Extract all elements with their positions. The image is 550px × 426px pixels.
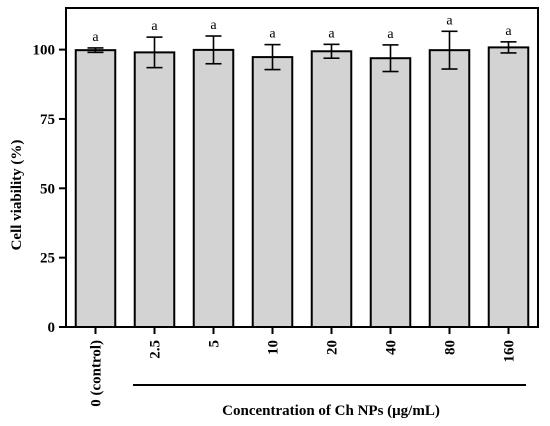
- x-tick-label: 2.5: [148, 340, 164, 359]
- bar: [251, 56, 294, 328]
- y-tick-label: 75: [40, 112, 55, 128]
- error-bars: [87, 30, 517, 73]
- x-tick-label: 40: [384, 340, 400, 355]
- plot-frame: [65, 7, 539, 328]
- x-tick-label: 5: [207, 340, 223, 348]
- data-label: a: [328, 26, 335, 41]
- data-label: a: [505, 24, 512, 39]
- bars: [74, 46, 530, 329]
- data-label: a: [92, 30, 99, 45]
- y-tick-label: 50: [40, 181, 55, 197]
- data-label: a: [269, 27, 276, 42]
- bar: [133, 51, 176, 329]
- data-label: a: [151, 19, 158, 34]
- x-tick-label: 80: [443, 340, 459, 355]
- y-tick-label: 100: [33, 43, 56, 59]
- x-axis: 0 (control) 2.5 5 10 20 40 80 160: [89, 327, 518, 407]
- x-tick-label: 160: [502, 340, 518, 363]
- data-label: a: [387, 27, 394, 42]
- plot-area: [65, 7, 539, 328]
- bar: [428, 49, 471, 328]
- data-label: a: [446, 13, 453, 28]
- x-tick-label: 0 (control): [89, 340, 105, 407]
- bar: [310, 50, 353, 329]
- y-tick-label: 25: [40, 251, 55, 267]
- x-tick-label: 10: [266, 340, 282, 355]
- data-label: a: [210, 18, 217, 33]
- bar: [487, 46, 530, 329]
- y-axis: 0 25 50 75 100: [33, 43, 66, 336]
- data-labels: a a a a a a a a: [92, 13, 512, 45]
- y-tick-label: 0: [48, 320, 56, 336]
- y-axis-label: Cell viability (%): [9, 140, 25, 251]
- x-axis-label: Concentration of Ch NPs (μg/mL): [222, 403, 440, 419]
- bar: [369, 57, 412, 328]
- x-tick-label: 20: [325, 340, 341, 355]
- bar: [74, 49, 117, 328]
- bar: [192, 48, 235, 329]
